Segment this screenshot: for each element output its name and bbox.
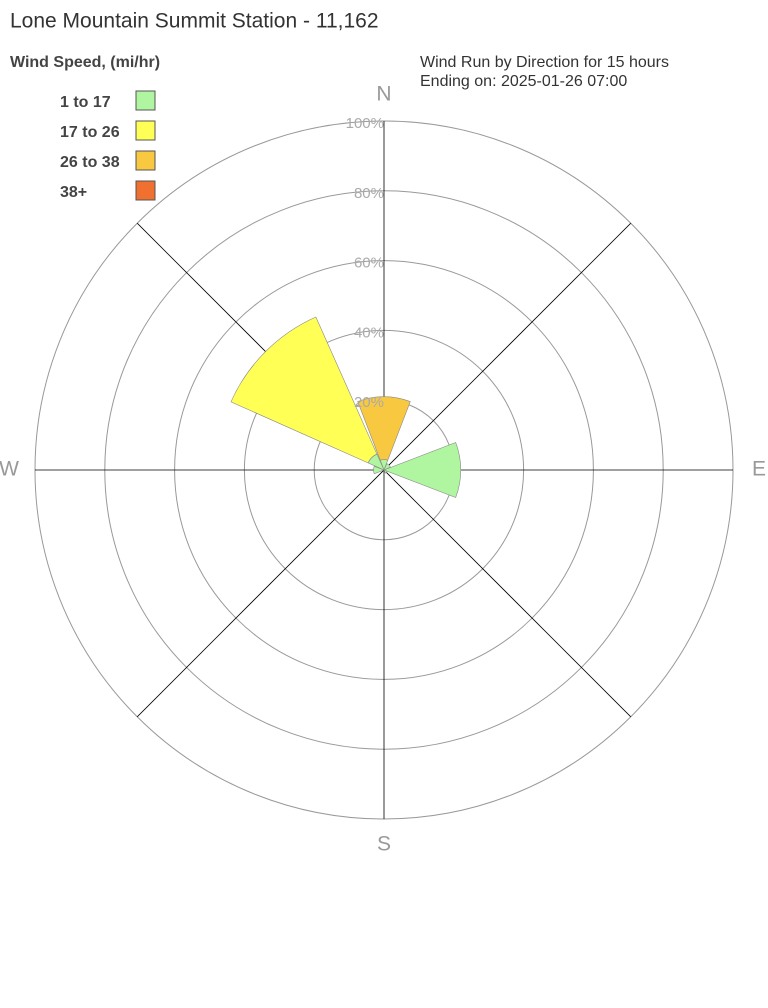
r-tick-label: 20% <box>354 394 384 411</box>
subtitle: Ending on: 2025-01-26 07:00 <box>420 73 627 90</box>
legend-label: 1 to 17 <box>60 94 111 111</box>
r-tick-label: 100% <box>346 115 384 132</box>
legend-swatch <box>135 150 156 171</box>
legend-label: 26 to 38 <box>60 154 120 171</box>
wedge <box>383 463 391 471</box>
wedge <box>357 396 411 461</box>
legend-swatch <box>135 90 156 111</box>
wedge <box>383 469 388 474</box>
r-tick-label: 60% <box>354 255 384 272</box>
r-tick-label: 80% <box>354 185 384 202</box>
subtitle: Wind Run by Direction for 15 hours <box>420 54 669 71</box>
chart-title: Lone Mountain Summit Station - 11,162 <box>10 10 379 33</box>
direction-label: W <box>0 458 19 481</box>
legend-label: 38+ <box>60 184 87 201</box>
legend-swatch <box>135 120 156 141</box>
wedge <box>383 442 462 498</box>
wedge <box>230 316 378 464</box>
direction-label: E <box>752 458 766 481</box>
legend-label: 17 to 26 <box>60 124 120 141</box>
legend-title: Wind Speed, (mi/hr) <box>10 54 160 71</box>
r-tick-label: 40% <box>354 324 384 341</box>
direction-label: S <box>377 833 391 856</box>
legend-swatch <box>135 180 156 201</box>
wedge <box>373 465 385 475</box>
direction-label: N <box>376 83 391 106</box>
